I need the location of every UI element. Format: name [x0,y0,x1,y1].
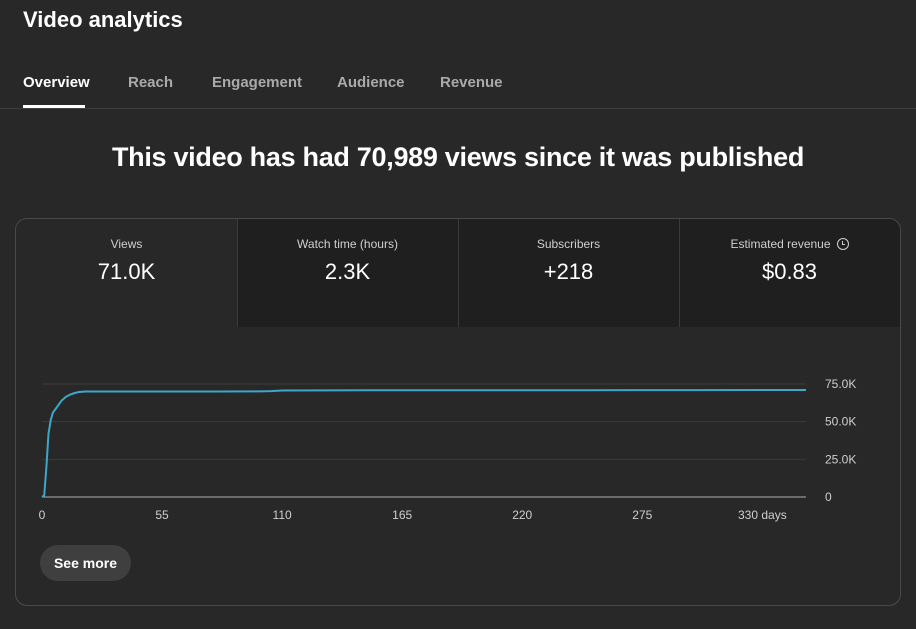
clock-icon [836,238,849,250]
divider [458,219,459,327]
active-tab-indicator [23,105,85,108]
metric-value: 2.3K [324,259,371,284]
tab-revenue[interactable]: Revenue [440,74,503,91]
y-tick-label: 50.0K [825,415,856,429]
metric-label: Watch time (hours) [297,237,398,251]
metric-value: $0.83 [761,259,818,284]
metric-views[interactable]: Views 71.0K [16,219,237,327]
y-tick-label: 0 [825,490,832,504]
x-tick-label: 275 [632,508,652,522]
metric-label: Subscribers [536,237,601,251]
x-tick-label: 55 [155,508,169,522]
metric-value: 71.0K [97,259,156,284]
views-chart: 0 25.0K 50.0K 75.0K 0 55 110 165 220 275 330 days [39,377,857,522]
y-tick-label: 25.0K [825,452,856,466]
metric-tiles: Views 71.0K Watch time (hours) 2.3K Subs… [16,219,900,327]
x-tick-label: 0 [39,508,46,522]
metric-value: +218 [543,259,594,284]
views-headline: This video has had 70,989 views since it… [111,142,805,172]
metric-watch-time[interactable]: Watch time (hours) 2.3K [237,219,458,327]
see-more-button[interactable]: See more [40,545,131,581]
metric-label: Estimated revenue [730,237,831,251]
metric-label-row: Estimated revenue [679,237,900,251]
x-tick-label: 330 days [738,508,787,522]
tab-overview[interactable]: Overview [23,74,90,91]
analytics-card: Views 71.0K Watch time (hours) 2.3K Subs… [15,218,901,606]
tab-bar: Overview Reach Engagement Audience Reven… [0,64,916,109]
views-series-line [41,389,807,498]
metric-subscribers[interactable]: Subscribers +218 [458,219,679,327]
metric-label: Views [110,237,143,251]
tab-engagement[interactable]: Engagement [212,74,303,91]
divider [237,219,238,327]
divider [679,219,680,327]
tab-audience[interactable]: Audience [337,74,405,91]
y-tick-label: 75.0K [825,377,856,391]
page-title: Video analytics [23,7,183,32]
tab-reach[interactable]: Reach [128,74,174,91]
x-tick-label: 220 [512,508,532,522]
x-tick-label: 110 [273,508,292,522]
x-tick-label: 165 [392,508,412,522]
metric-estimated-revenue[interactable]: Estimated revenue $0.83 [679,219,900,327]
